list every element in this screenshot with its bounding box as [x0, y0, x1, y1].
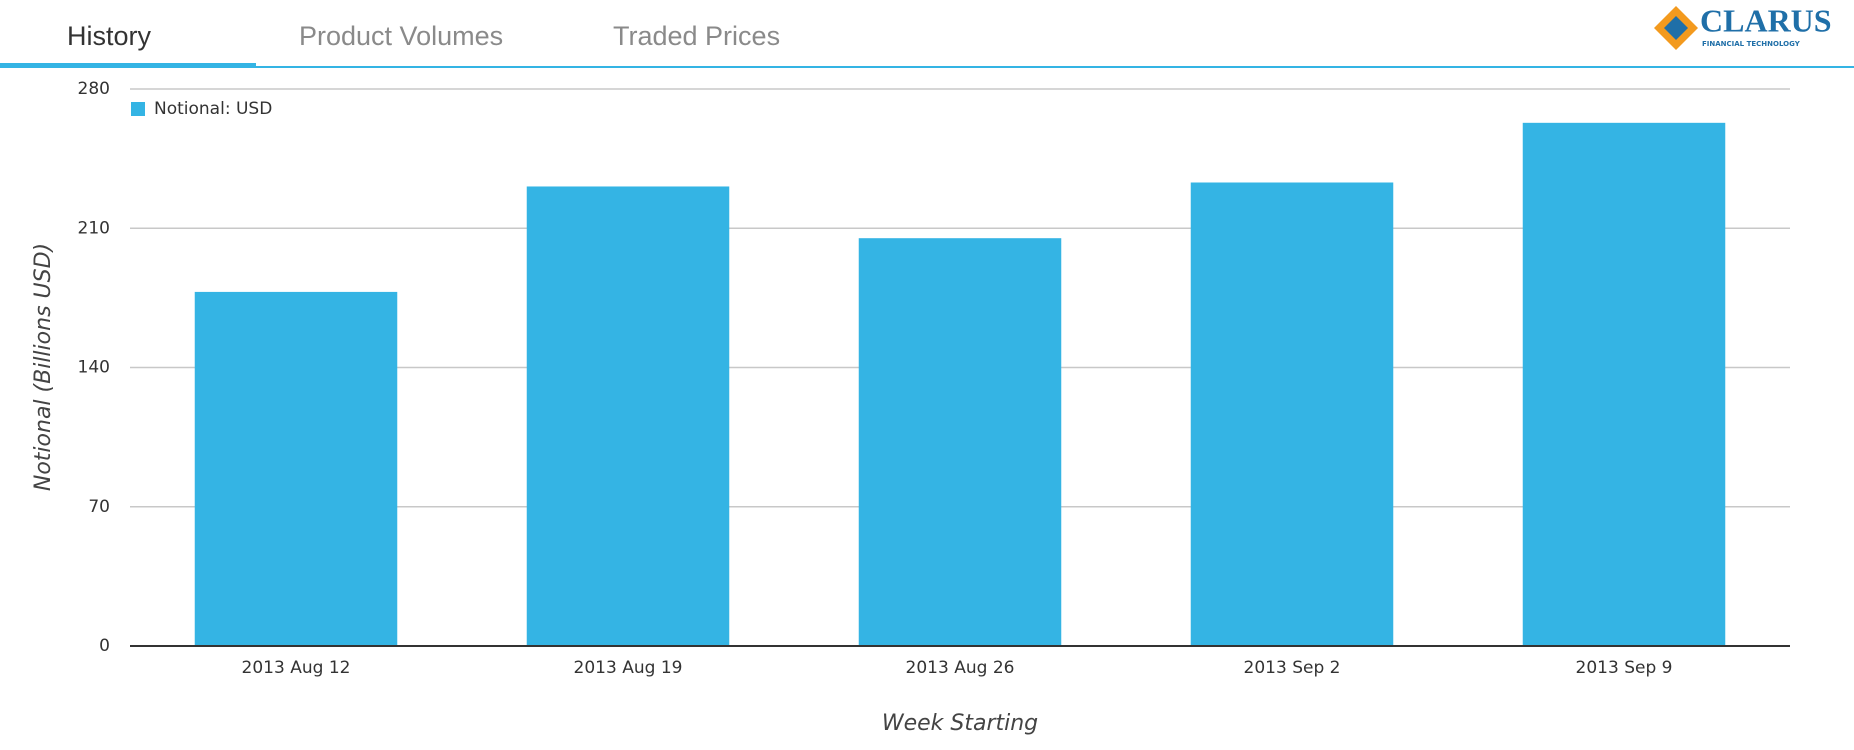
bar: [1522, 122, 1726, 646]
legend-label: Notional: USD: [154, 99, 272, 119]
bar: [858, 238, 1062, 647]
legend-swatch: [131, 102, 145, 116]
y-axis-title: Notional (Billions USD): [31, 243, 56, 491]
tab[interactable]: Traded Prices: [613, 21, 780, 51]
y-tick-label: 0: [99, 636, 110, 656]
x-tick-label: 2013 Aug 12: [242, 658, 351, 678]
bar: [1190, 182, 1394, 646]
tab-bar: History Product Volumes Traded Prices: [0, 21, 1854, 68]
y-tick-label: 140: [78, 358, 110, 378]
logo-text: CLARUS: [1700, 2, 1832, 38]
x-tick-label: 2013 Sep 2: [1244, 658, 1341, 678]
x-axis-title: Week Starting: [882, 711, 1038, 736]
bar: [526, 186, 730, 646]
bar: [194, 291, 398, 646]
y-tick-label: 280: [78, 79, 110, 99]
logo-tagline: FINANCIAL TECHNOLOGY: [1702, 40, 1801, 48]
logo-mark: [1664, 16, 1688, 40]
y-tick-label: 210: [78, 218, 110, 238]
x-tick-label: 2013 Aug 19: [574, 658, 683, 678]
active-tab-indicator: [0, 63, 256, 68]
x-tick-label: 2013 Aug 26: [906, 658, 1015, 678]
y-tick-label: 70: [88, 497, 110, 517]
tab[interactable]: Product Volumes: [299, 21, 503, 51]
x-tick-label: 2013 Sep 9: [1576, 658, 1673, 678]
tab[interactable]: History: [67, 21, 152, 51]
logo: CLARUS FINANCIAL TECHNOLOGY: [1654, 2, 1832, 50]
